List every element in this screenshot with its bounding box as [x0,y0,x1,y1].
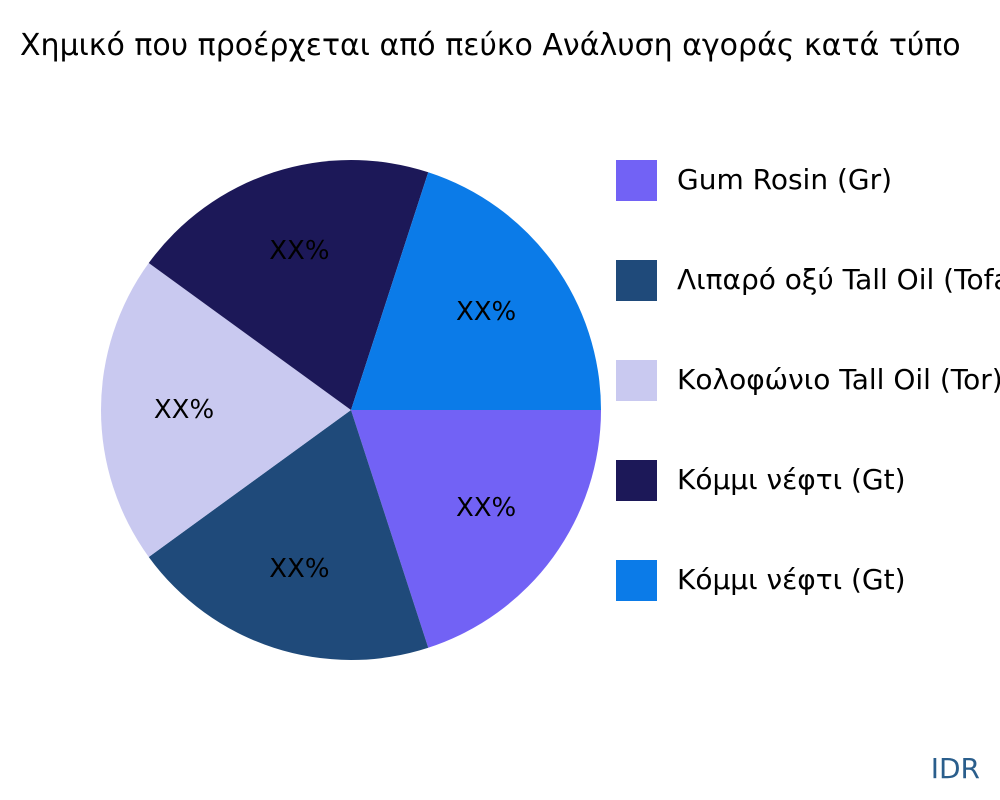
legend-label-2: Λιπαρό οξύ Tall Oil (Tofa) [677,263,1000,296]
pie-slice-4 [148,160,429,410]
legend-label-5: Κόμμι νέφτι (Gt) [677,563,906,596]
legend-item-4: Κόμμι νέφτι (Gt) [616,460,1000,501]
watermark-logo: IDR [930,752,980,785]
legend-item-5: Κόμμι νέφτι (Gt) [616,560,1000,601]
pie-slice-5 [351,172,601,410]
slice-label-5: XX% [456,297,516,327]
pie-slice-3 [101,263,352,557]
legend-swatch-4 [616,460,657,501]
legend-item-3: Κολοφώνιο Tall Oil (Tor) [616,360,1000,401]
legend-item-2: Λιπαρό οξύ Tall Oil (Tofa) [616,260,1000,301]
slice-label-2: XX% [269,554,329,584]
slice-label-3: XX% [154,395,214,425]
legend-item-1: Gum Rosin (Gr) [616,160,1000,201]
legend-swatch-3 [616,360,657,401]
pie-slice-1 [351,410,601,648]
legend-label-1: Gum Rosin (Gr) [677,163,893,196]
legend-swatch-2 [616,260,657,301]
pie-slice-2 [148,410,429,660]
legend-swatch-1 [616,160,657,201]
legend-label-3: Κολοφώνιο Tall Oil (Tor) [677,363,1000,396]
slice-label-1: XX% [456,493,516,523]
slice-label-4: XX% [269,236,329,266]
chart-title: Χημικό που προέρχεται από πεύκο Ανάλυση … [20,28,961,63]
legend-label-4: Κόμμι νέφτι (Gt) [677,463,906,496]
legend-swatch-5 [616,560,657,601]
